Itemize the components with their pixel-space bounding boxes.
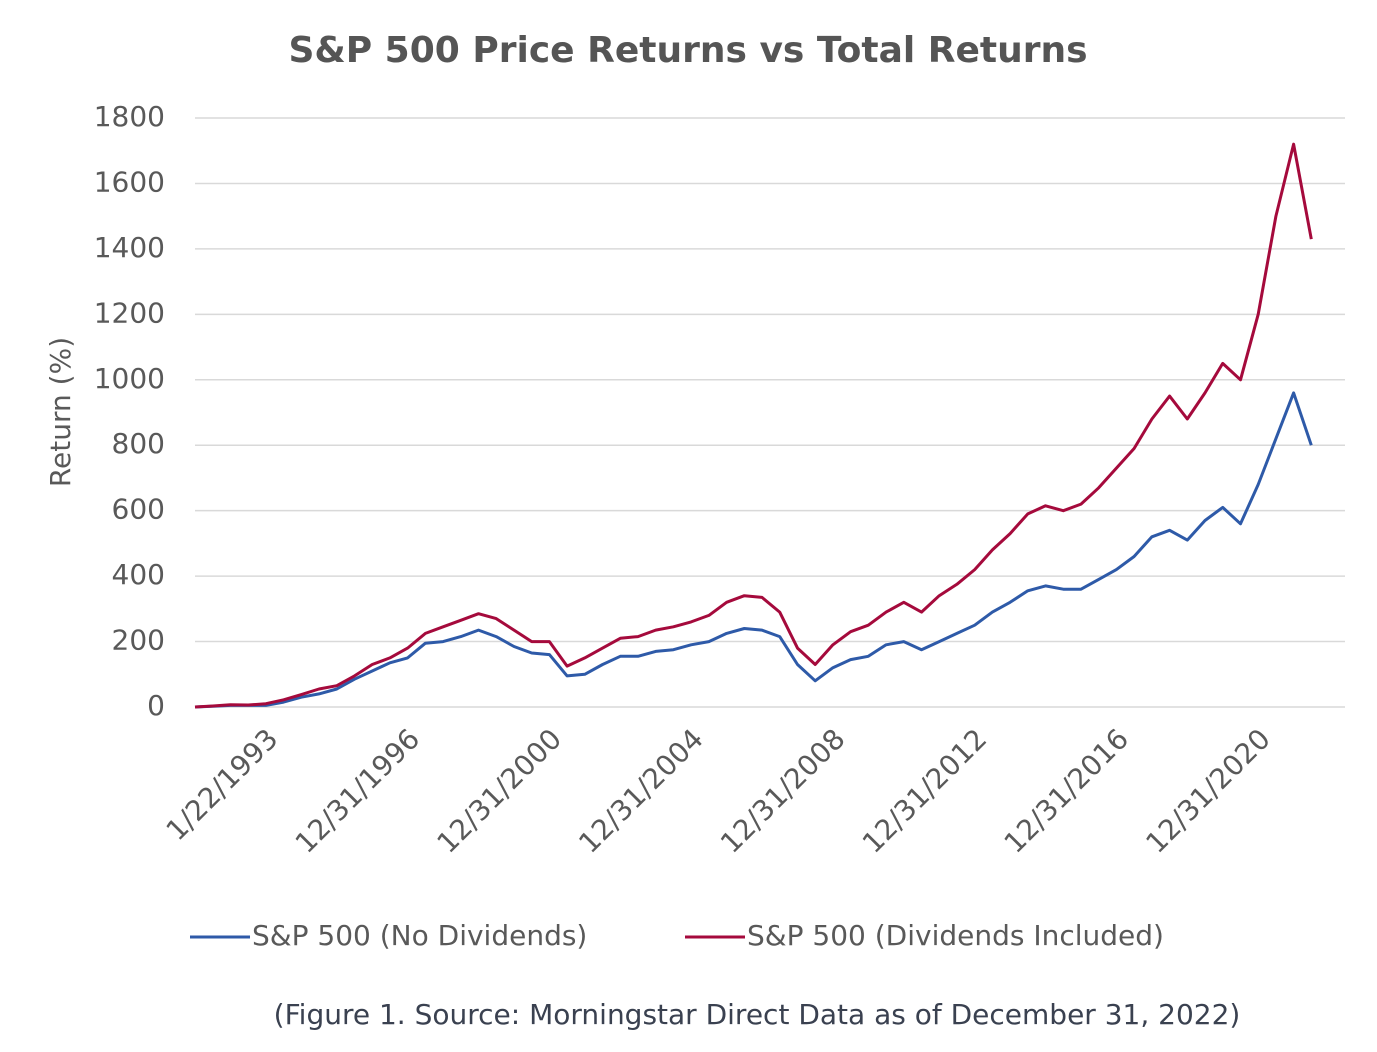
x-tick-label: 12/31/2020 [1139,722,1276,859]
x-tick-label: 12/31/2000 [431,722,568,859]
chart-title: S&P 500 Price Returns vs Total Returns [288,30,1087,71]
y-tick-label: 1200 [94,296,165,329]
legend-label: S&P 500 (Dividends Included) [747,919,1164,952]
y-tick-label: 400 [112,558,165,591]
y-tick-label: 0 [147,689,165,722]
x-tick-label: 12/31/2012 [856,722,993,859]
y-tick-label: 1400 [94,231,165,264]
caption: (Figure 1. Source: Morningstar Direct Da… [274,998,1241,1031]
y-tick-label: 600 [112,493,165,526]
x-tick-label: 12/31/2004 [572,722,709,859]
y-tick-label: 200 [112,624,165,657]
y-tick-label: 1800 [94,100,165,133]
x-tick-label: 12/31/2008 [714,722,851,859]
y-axis-label: Return (%) [44,337,77,487]
x-tick-label: 12/31/1996 [289,722,426,859]
y-tick-label: 1600 [94,165,165,198]
y-tick-label: 800 [112,427,165,460]
x-tick-label: 1/22/1993 [160,722,285,847]
series-line [194,142,1313,709]
y-tick-label: 1000 [94,362,165,395]
x-tick-label: 12/31/2016 [998,722,1135,859]
legend-label: S&P 500 (No Dividends) [252,919,587,952]
series-line [194,391,1313,709]
